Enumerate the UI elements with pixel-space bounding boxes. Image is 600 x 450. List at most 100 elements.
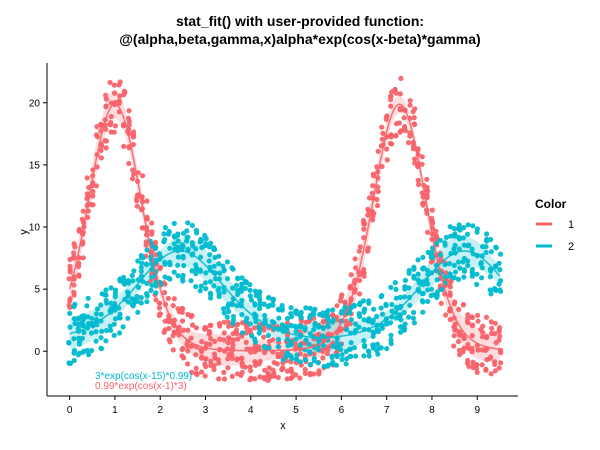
series-1-point [103,138,109,144]
series-2-point [216,261,222,267]
series-2-point [461,274,467,280]
data-points [66,75,504,383]
series-1-point [396,120,402,126]
series-1-point [356,277,363,283]
series-2-point [239,275,245,281]
series-1-point [225,365,231,371]
series-2-point [153,283,159,289]
series-1-point [162,290,168,296]
series-2-point [288,342,294,348]
series-1-point [235,321,241,327]
series-2-point [315,347,321,353]
series-1-point [496,329,502,335]
series-1-point [66,276,72,282]
series-1-point [139,225,145,231]
series-2-point [298,309,304,315]
series-2-point [275,344,281,350]
series-2-point [298,324,304,330]
series-2-point [108,285,114,291]
series-1-point [425,229,431,235]
series-2-point [239,312,245,318]
series-2-point [156,256,163,262]
series-1-point [415,177,421,183]
series-1-point [361,266,367,273]
series-1-point [67,256,73,263]
series-2-point [98,345,104,351]
series-1-point [384,114,390,120]
series-2-point [93,338,99,344]
series-2-point [248,297,254,303]
series-1-point [448,279,454,285]
series-2-point [311,327,317,333]
series-2-point [307,330,313,337]
series-1-point [126,108,132,114]
series-2-point [144,299,150,305]
series-2-point [247,321,253,327]
series-2-point [474,281,480,287]
series-2-point [81,329,87,335]
series-1-point [411,115,417,121]
series-2-point [202,280,208,286]
series-1-point [134,203,140,209]
series-2-point [442,242,448,248]
series-2-point [152,246,158,252]
series-2-point [121,281,128,287]
series-2-point [107,323,113,329]
series-1-point [212,338,218,345]
series-1-point [379,163,385,170]
series-2-point [420,309,426,315]
series-2-point [284,315,291,322]
series-1-point [461,335,467,341]
series-2-point [253,318,259,325]
series-1-point [111,82,118,88]
series-1-point [447,292,453,298]
series-1-point [261,334,267,340]
series-1-point [356,248,362,254]
series-1-point [420,200,426,207]
series-2-point [293,336,299,342]
series-1-point [161,329,167,335]
series-1-point [419,161,425,167]
series-2-point [496,281,502,287]
series-2-point [337,342,344,348]
series-2-point [111,300,117,307]
series-1-point [233,327,240,333]
series-1-point [171,296,177,302]
series-2-point [129,272,135,279]
series-2-point [257,305,263,312]
series-1-point [371,210,377,216]
series-1-point [261,374,267,381]
series-2-point [347,310,353,316]
series-1-point [384,157,390,163]
y-tick-label: 5 [34,285,40,296]
series-1-point [479,362,485,368]
series-1-point [397,129,403,135]
series-1-point [207,341,213,347]
series-2-point [98,311,104,317]
series-2-point [370,344,376,350]
series-1-point [489,325,495,331]
series-1-point [484,333,490,340]
series-2-point [411,273,417,279]
series-2-point [117,315,123,321]
series-2-point [116,330,123,336]
series-2-point [460,235,466,241]
series-2-point [307,350,313,356]
series-1-point [71,241,77,247]
series-2-point [188,278,194,284]
series-1-point [199,339,205,345]
series-1-point [334,303,340,309]
series-2-point [71,347,78,354]
series-1-point [348,285,354,291]
series-1-point [67,296,73,302]
series-2-point [220,306,227,312]
series-2-point [275,336,282,342]
series-2-point [421,265,427,271]
series-2-point [315,324,322,330]
series-1-point [387,133,393,139]
series-1-point [208,358,214,364]
series-1-point [433,228,439,234]
series-2-point [378,294,384,300]
series-2-point [203,235,209,242]
series-1-point [460,302,466,308]
